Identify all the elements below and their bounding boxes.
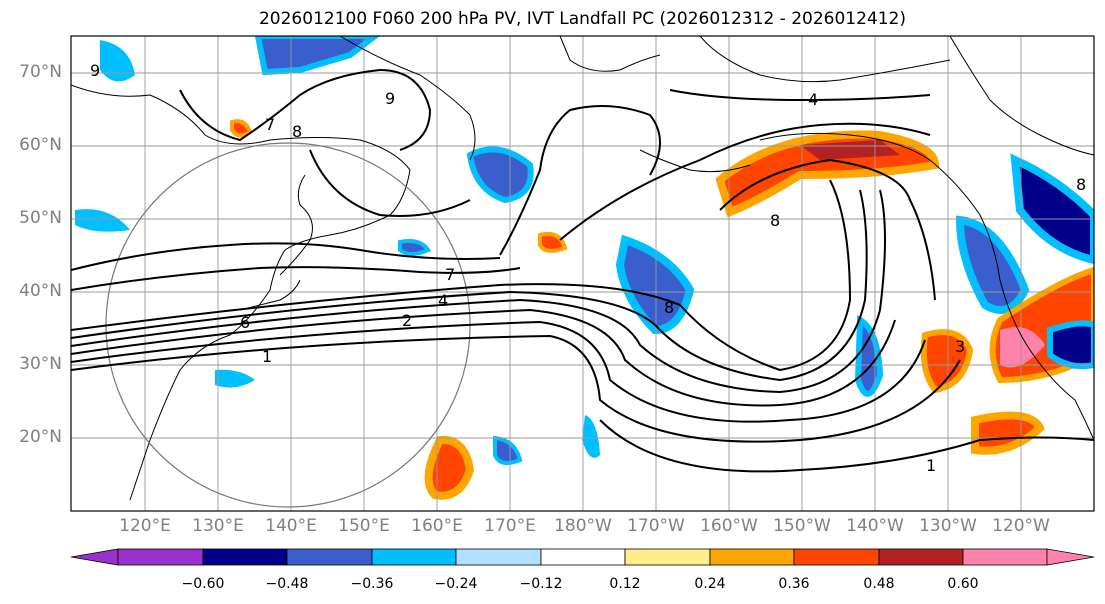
- shade-small-pos2: [230, 119, 253, 138]
- lon-label: 130°W: [919, 516, 977, 536]
- contour-label: 3: [955, 337, 965, 356]
- colorbar-swatch: [624, 548, 711, 566]
- shaded-regions: [75, 36, 1094, 500]
- colorbar-swatch: [793, 548, 880, 566]
- shade-tropical-pos2: [971, 411, 1045, 455]
- lat-label: 50°N: [19, 208, 62, 228]
- colorbar-extend-high: [1046, 548, 1095, 566]
- shade-pacific-pos: [920, 329, 974, 394]
- shade-california-neg: [1047, 320, 1094, 370]
- contour-label: 2: [402, 311, 412, 330]
- contour-label: 7: [265, 115, 275, 134]
- colorbar-swatch: [202, 548, 288, 566]
- shade-kamchatka-neg: [254, 36, 380, 76]
- shade-small-neg2: [215, 369, 255, 388]
- contour-label: 1: [262, 347, 272, 366]
- lon-label: 150°W: [773, 516, 831, 536]
- colorbar-swatch: [962, 548, 1048, 566]
- lon-label: 140°W: [846, 516, 904, 536]
- lon-label: 160°W: [700, 516, 758, 536]
- contour-label: 1: [926, 456, 936, 475]
- shade-west-neg: [75, 209, 130, 232]
- colorbar-tick-label: −0.48: [265, 576, 309, 592]
- colorbar-swatch: [540, 548, 626, 566]
- shade-central-neg: [615, 234, 695, 335]
- lon-label: 120°W: [992, 516, 1050, 536]
- contour-label: 9: [90, 61, 100, 80]
- shade-small-neg3: [493, 435, 523, 466]
- colorbar-swatch: [455, 548, 542, 566]
- lat-label: 20°N: [19, 427, 62, 447]
- lon-label: 170°E: [484, 516, 536, 536]
- contour-label: 4: [808, 90, 818, 109]
- lat-label: 70°N: [19, 62, 62, 82]
- lon-label: 120°E: [119, 516, 171, 536]
- colorbar-extend-low: [70, 548, 119, 566]
- plot-frame: [70, 35, 1095, 512]
- lat-label: 60°N: [19, 135, 62, 155]
- shade-small-pos1: [538, 231, 568, 253]
- contour-labels: 9 8 7 7 6 4 2 1 8 4 8 1 8 9 3: [90, 61, 1086, 475]
- shade-small-neg1: [854, 314, 884, 397]
- contour-label: 4: [438, 291, 448, 310]
- shade-small-neg5: [398, 239, 431, 256]
- lon-label: 150°E: [338, 516, 390, 536]
- shade-okhotsk-neg: [466, 146, 534, 204]
- lon-label: 180°W: [554, 516, 612, 536]
- colorbar-tick-label: −0.24: [434, 576, 478, 592]
- colorbar-swatch: [878, 548, 964, 566]
- lon-label: 140°E: [265, 516, 317, 536]
- shade-nw-america-neg: [955, 215, 1030, 314]
- plot-area: [71, 36, 1094, 511]
- shade-tropical-pos: [424, 435, 475, 500]
- lat-label: 40°N: [19, 281, 62, 301]
- contour-label: 9: [385, 89, 395, 108]
- lat-label: 30°N: [19, 354, 62, 374]
- colorbar-swatch: [286, 548, 373, 566]
- map-title: 2026012100 F060 200 hPa PV, IVT Landfall…: [258, 9, 906, 29]
- coastlines: [71, 36, 1094, 501]
- colorbar-swatch: [371, 548, 457, 566]
- contour-label: 8: [770, 211, 780, 230]
- colorbar-tick-label: 0.36: [778, 576, 810, 592]
- colorbar-tick-label: 0.12: [609, 576, 641, 592]
- colorbar-tick-label: −0.36: [350, 576, 394, 592]
- contour-label: 6: [240, 313, 250, 332]
- shade-canada-neg: [1010, 153, 1094, 265]
- colorbar-swatch: [117, 548, 204, 566]
- contour-label: 7: [445, 265, 455, 284]
- colorbar-tick-label: −0.60: [181, 576, 225, 592]
- contour-label: 8: [1076, 175, 1086, 194]
- colorbar-tick-label: 0.60: [947, 576, 979, 592]
- contour-label: 8: [292, 122, 302, 141]
- colorbar-tick-label: 0.48: [863, 576, 895, 592]
- colorbar: [70, 548, 1095, 566]
- shade-california-core: [1000, 327, 1045, 368]
- graticule: [71, 36, 1094, 511]
- shade-small-neg4: [582, 415, 600, 458]
- colorbar-swatch: [709, 548, 795, 566]
- colorbar-tick-label: 0.24: [694, 576, 726, 592]
- colorbar-tick-label: −0.12: [519, 576, 563, 592]
- pv-contours: [71, 68, 1094, 473]
- contour-label: 8: [664, 298, 674, 317]
- lon-label: 130°E: [192, 516, 244, 536]
- lon-label: 160°E: [411, 516, 463, 536]
- shade-arctic-neg: [100, 40, 135, 82]
- lon-label: 170°W: [627, 516, 685, 536]
